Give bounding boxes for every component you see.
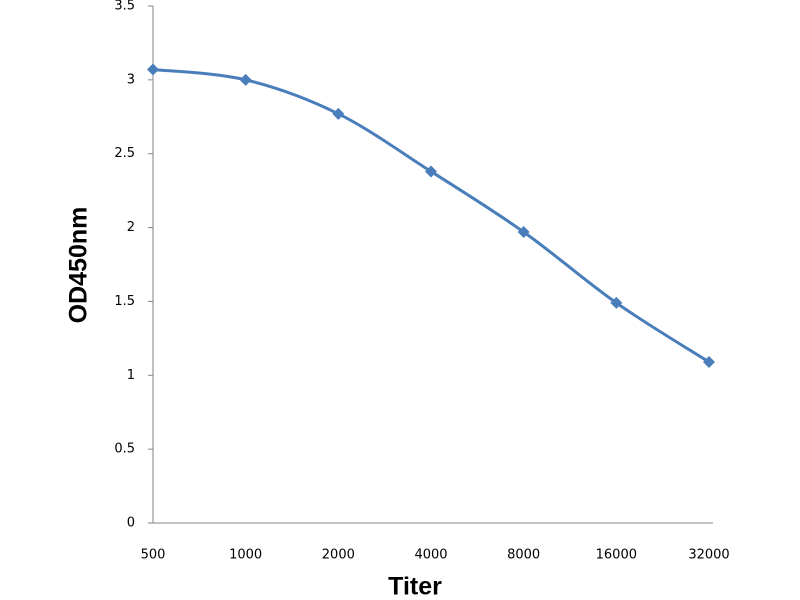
data-point (332, 107, 345, 120)
x-tick-label: 4000 (414, 548, 447, 563)
data-point (610, 296, 623, 309)
x-tick-label: 8000 (507, 548, 540, 563)
data-point (703, 355, 715, 368)
y-tick-label: 2 (127, 220, 135, 235)
data-point (517, 226, 530, 239)
y-tick-label: 0.5 (114, 442, 135, 457)
data-point (147, 63, 159, 76)
x-tick-label: 1000 (229, 548, 262, 563)
x-axis-title: Titer (388, 573, 442, 600)
y-tick-label: 1.5 (114, 294, 135, 309)
data-point (239, 73, 252, 86)
x-tick-label: 16000 (596, 548, 637, 563)
data-line (152, 68, 710, 364)
x-tick-label: 32000 (688, 548, 729, 563)
y-tick-label: 0 (127, 516, 135, 531)
y-tick-label: 1 (127, 368, 135, 383)
y-tick-label: 3.5 (114, 0, 135, 14)
y-tick-label: 2.5 (114, 146, 135, 161)
x-tick-label: 2000 (322, 548, 355, 563)
x-tick-label: 500 (141, 548, 166, 563)
y-axis-title: OD450nm (65, 207, 93, 324)
data-point (425, 165, 437, 178)
y-tick-label: 3 (127, 72, 135, 87)
